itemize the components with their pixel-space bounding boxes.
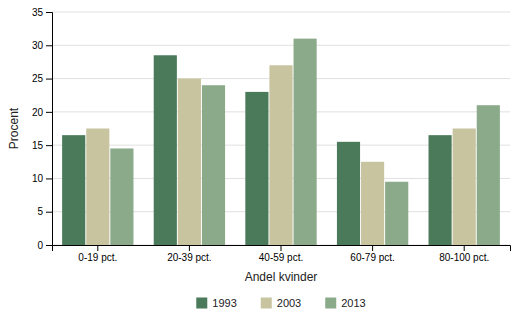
axis-line (46, 13, 53, 246)
legend-item: 2013 (325, 297, 365, 309)
tick: 20 (32, 107, 52, 118)
bar (178, 79, 201, 245)
tick-label: 15 (32, 140, 44, 151)
tick: 5 (37, 206, 52, 217)
tick: 25 (32, 73, 52, 84)
tick: 40-59 pct. (259, 245, 303, 263)
bar (245, 92, 268, 245)
bar (154, 55, 177, 245)
tick: 30 (32, 40, 52, 51)
bar (477, 105, 500, 245)
tick-label: 5 (37, 206, 43, 217)
tick-mark (46, 178, 52, 179)
tick: 10 (32, 173, 52, 184)
legend: 1993 2003 2013 (196, 297, 365, 309)
bar (361, 162, 384, 245)
bar-series (110, 39, 500, 245)
legend-label: 2013 (341, 297, 365, 309)
tick-mark (46, 212, 52, 213)
tick-mark (46, 112, 52, 113)
x-axis: 0-19 pct. 20-39 pct. 40-59 pct. 60-79 pct. 8… (53, 245, 511, 263)
chart: 0 5 10 15 20 25 30 35 0-19 pct. 20-39 pct. 40-59 p… (0, 0, 524, 319)
tick-label: 80-100 pct. (439, 252, 489, 263)
tick: 0-19 pct. (78, 245, 117, 263)
tick-label: 30 (32, 40, 44, 51)
y-axis: 0 5 10 15 20 25 30 35 (32, 7, 53, 251)
tick-label: 20-39 pct. (167, 252, 211, 263)
grid (52, 12, 510, 245)
legend-swatch (196, 298, 207, 309)
tick-label: 0-19 pct. (78, 252, 117, 263)
tick-mark (46, 245, 52, 246)
tick-label: 20 (32, 107, 44, 118)
axis-line (53, 246, 511, 252)
y-axis-title: Procent (7, 107, 21, 149)
bar (62, 135, 85, 245)
legend-swatch (261, 298, 272, 309)
tick-label: 0 (37, 240, 43, 251)
x-axis-title: Andel kvinder (245, 270, 318, 284)
bar-series (86, 65, 476, 245)
bar (86, 129, 109, 246)
tick-mark (281, 245, 282, 251)
tick-label: 35 (32, 7, 44, 18)
legend-item: 1993 (196, 297, 236, 309)
bar (110, 148, 133, 245)
tick: 35 (32, 7, 52, 18)
bar (337, 142, 360, 245)
tick-label: 60-79 pct. (350, 252, 394, 263)
tick-label: 25 (32, 73, 44, 84)
tick-mark (372, 245, 373, 251)
tick-mark (189, 245, 190, 251)
bar (453, 129, 476, 246)
tick-label: 10 (32, 173, 44, 184)
bar (385, 182, 408, 245)
bar-series (62, 55, 452, 245)
grid-line (52, 45, 510, 46)
tick: 60-79 pct. (350, 245, 394, 263)
tick: 80-100 pct. (439, 245, 489, 263)
grid-line (52, 12, 510, 13)
tick-mark (46, 79, 52, 80)
bars (62, 39, 500, 245)
tick-mark (97, 245, 98, 251)
tick-mark (46, 145, 52, 146)
tick: 0 (37, 240, 52, 251)
tick-mark (464, 245, 465, 251)
plot: 0 5 10 15 20 25 30 35 0-19 pct. 20-39 pct. 40-59 p… (32, 7, 511, 263)
bar (294, 39, 317, 245)
legend-label: 2003 (277, 297, 301, 309)
tick-label: 40-59 pct. (259, 252, 303, 263)
bar (202, 85, 225, 245)
tick-mark (46, 12, 52, 13)
bar (269, 65, 292, 245)
tick-mark (46, 45, 52, 46)
legend-label: 1993 (212, 297, 236, 309)
legend-swatch (325, 298, 336, 309)
tick: 15 (32, 140, 52, 151)
legend-item: 2003 (261, 297, 301, 309)
tick: 20-39 pct. (167, 245, 211, 263)
bar (429, 135, 452, 245)
